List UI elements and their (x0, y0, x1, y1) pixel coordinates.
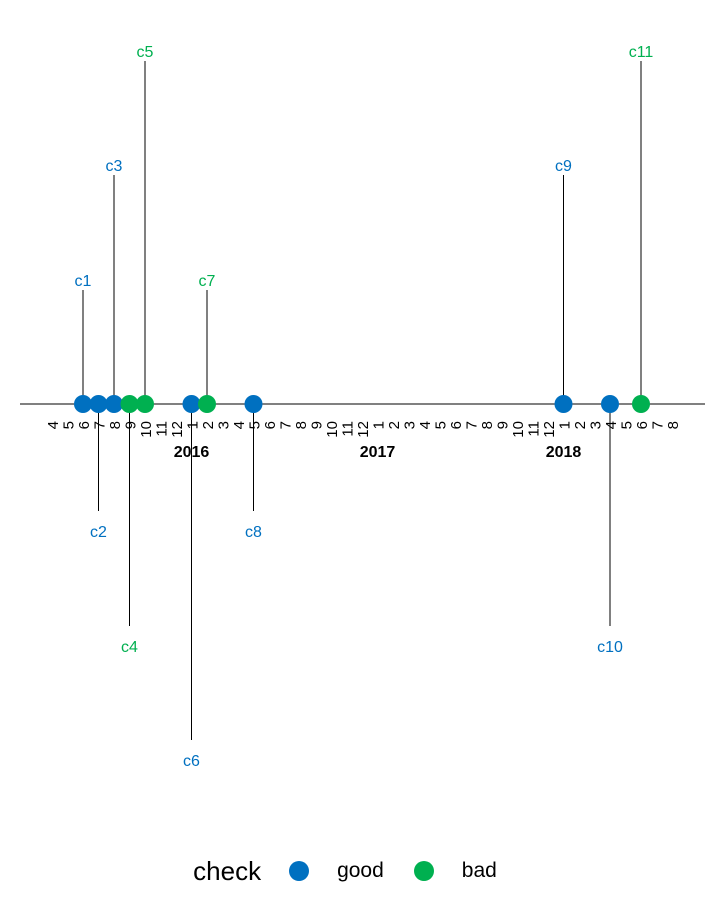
legend-item-bad: bad (413, 859, 497, 883)
event-point (554, 395, 573, 413)
month-tick-label: 4 (45, 421, 62, 429)
month-tick-label: 6 (262, 421, 279, 429)
month-tick-label: 12 (169, 421, 186, 438)
event-point (198, 395, 216, 413)
event-label: c8 (245, 524, 262, 541)
event-label: c11 (629, 44, 654, 61)
month-tick-label: 11 (526, 421, 543, 437)
event-point (74, 395, 92, 413)
legend-bad-label: bad (461, 859, 497, 882)
month-tick-label: 10 (138, 421, 155, 438)
month-tick-label: 7 (278, 421, 295, 429)
month-tick-label: 12 (541, 421, 558, 438)
timeline-chart: 4567891011121234567891011121234567891011… (20, 44, 705, 770)
legend-item-good: good (289, 859, 384, 883)
month-tick-label: 11 (340, 421, 357, 437)
event-label: c3 (106, 158, 123, 175)
event-label: c10 (597, 639, 623, 656)
month-tick-label: 3 (588, 421, 605, 429)
event-point (182, 395, 201, 413)
legend-good-label: good (337, 859, 384, 882)
month-tick-label: 8 (479, 421, 496, 429)
event-point (89, 395, 108, 413)
month-tick-label: 1 (371, 421, 388, 429)
month-tick-label: 1 (557, 421, 574, 429)
month-tick-label: 7 (464, 421, 481, 429)
month-tick-label: 6 (634, 421, 651, 429)
month-tick-label: 1 (185, 421, 202, 429)
year-label: 2017 (360, 444, 396, 461)
legend-title: check (193, 855, 262, 886)
event-label: c1 (75, 273, 92, 290)
month-tick-label: 6 (76, 421, 93, 429)
legend-good-dot-icon (289, 861, 310, 881)
month-tick-label: 4 (417, 421, 434, 429)
year-label: 2016 (174, 444, 210, 461)
month-tick-label: 5 (619, 421, 636, 429)
month-tick-label: 7 (92, 421, 109, 429)
legend-bad-dot-icon (413, 861, 434, 881)
month-tick-label: 8 (665, 421, 682, 429)
event-label: c5 (137, 44, 154, 61)
month-tick-label: 9 (495, 421, 512, 429)
month-tick-label: 2 (200, 421, 217, 429)
event-point (601, 395, 619, 413)
year-label: 2018 (546, 444, 582, 461)
month-tick-label: 8 (107, 421, 124, 429)
month-tick-label: 5 (61, 421, 78, 429)
event-point (105, 395, 123, 413)
month-tick-label: 8 (293, 421, 310, 429)
legend: check good bad (0, 850, 720, 892)
month-tick-label: 11 (154, 421, 171, 437)
month-tick-label: 2 (386, 421, 403, 429)
event-point (120, 395, 139, 413)
month-tick-label: 12 (355, 421, 372, 438)
event-label: c6 (183, 753, 200, 770)
event-label: c7 (199, 273, 216, 290)
month-tick-label: 4 (603, 421, 620, 429)
event-point (632, 395, 650, 413)
month-tick-label: 10 (324, 421, 341, 438)
month-tick-label: 9 (123, 421, 140, 429)
month-tick-label: 10 (510, 421, 527, 438)
event-point (136, 395, 154, 413)
month-tick-label: 5 (247, 421, 264, 429)
month-tick-label: 9 (309, 421, 326, 429)
event-point (244, 395, 263, 413)
month-tick-label: 6 (448, 421, 465, 429)
event-label: c4 (121, 639, 138, 656)
event-label: c2 (90, 524, 107, 541)
event-label: c9 (555, 158, 572, 175)
month-tick-label: 2 (572, 421, 589, 429)
month-tick-label: 3 (216, 421, 233, 429)
month-tick-label: 3 (402, 421, 419, 429)
month-tick-label: 7 (650, 421, 667, 429)
month-tick-label: 4 (231, 421, 248, 429)
month-tick-label: 5 (433, 421, 450, 429)
